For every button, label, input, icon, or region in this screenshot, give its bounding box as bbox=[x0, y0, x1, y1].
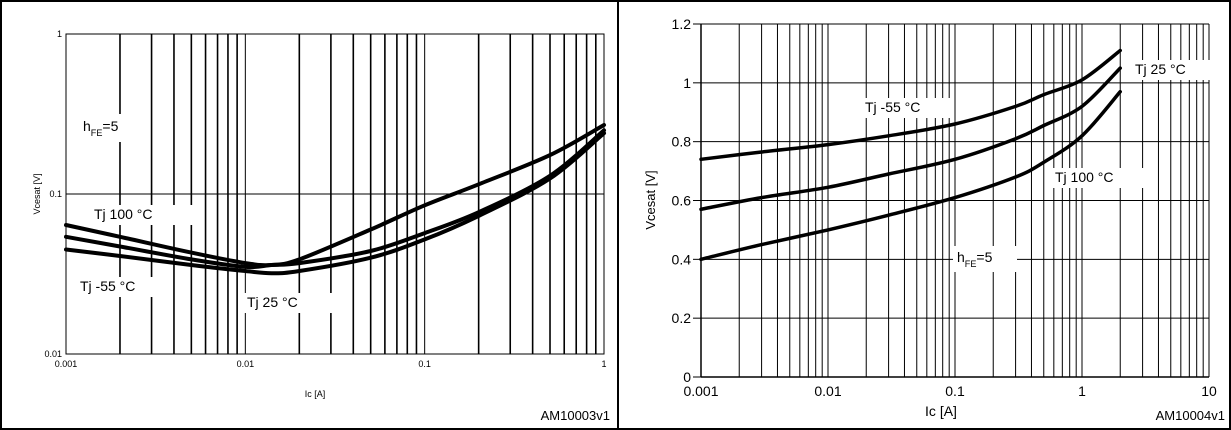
right-x-tick-label: 0.001 bbox=[683, 383, 718, 399]
right-hfe-backdrop bbox=[953, 246, 1017, 272]
chart-left-y-axis-label: Vcesat [V] bbox=[32, 173, 42, 214]
right-series-line-2 bbox=[699, 89, 1122, 262]
svg-text:hFE=5: hFE=5 bbox=[957, 249, 993, 269]
right-series-label-0: Tj -55 °C bbox=[865, 99, 920, 115]
chart-left-svg: 0.001 0.01 0.1 1 0.010.11 Ic [A] Vcesat [V]… bbox=[32, 29, 610, 423]
left-series-line-0 bbox=[64, 123, 606, 268]
left-hfe-backdrop bbox=[80, 114, 136, 142]
chart-right-series-group bbox=[699, 48, 1122, 262]
left-x-tick-label: 1 bbox=[601, 359, 606, 369]
left-y-tick-label: 1 bbox=[57, 29, 62, 39]
left-series-label-1: Tj -55 °C bbox=[80, 278, 135, 294]
right-series-line-1 bbox=[699, 66, 1122, 212]
right-y-tick-label: 0.4 bbox=[672, 251, 692, 267]
chart-panel-right: 0.001 0.01 0.1 1 10 0 0.2 0.4 0.6 0.8 1 1.2 Ic [A]… bbox=[617, 0, 1231, 430]
chart-panel-left: 0.001 0.01 0.1 1 0.01 0.1 1 Ic [A] Vcesat [V]… bbox=[0, 0, 619, 430]
chart-right-y-tick-labels: 0 0.2 0.4 0.6 0.8 1 1.2 bbox=[672, 16, 692, 385]
chart-left-annotations: Tj 100 °C Tj -55 °C Tj 25 °C hFE=5 bbox=[76, 114, 335, 313]
chart-left-series-group bbox=[64, 123, 606, 276]
chart-right-figure-id: AM10004v1 bbox=[1156, 408, 1225, 423]
left-series-line-2 bbox=[64, 131, 606, 276]
chart-left-figure-id: AM10003v1 bbox=[541, 408, 610, 423]
chart-right-grid bbox=[700, 23, 1210, 377]
right-y-tick-label: 1 bbox=[683, 75, 691, 91]
right-x-tick-label: 10 bbox=[1201, 383, 1217, 399]
right-y-tick-label: 0.2 bbox=[672, 310, 692, 326]
right-x-tick-label: 0.01 bbox=[814, 383, 841, 399]
right-x-tick-label: 1 bbox=[1078, 383, 1086, 399]
right-label-backdrop bbox=[1051, 168, 1151, 188]
right-series-line-0 bbox=[699, 48, 1122, 162]
chart-left-plot-frame bbox=[65, 33, 605, 355]
left-label-backdrop bbox=[76, 277, 156, 297]
chart-right-y-axis-label: Vcesat [V] bbox=[643, 170, 658, 229]
left-x-tick-label: 0.1 bbox=[418, 359, 431, 369]
left-series-line-1 bbox=[64, 128, 606, 270]
left-label-backdrop bbox=[243, 293, 335, 313]
left-y-tick-label: 0.1 bbox=[49, 189, 62, 199]
right-y-tick-label: 1.2 bbox=[672, 16, 692, 32]
right-label-backdrop bbox=[1131, 60, 1221, 80]
right-x-tick-label: 0.1 bbox=[945, 383, 965, 399]
left-x-tick-label: 0.001 bbox=[55, 359, 78, 369]
chart-right-annotations: Tj -55 °C Tj 25 °C Tj 100 °C hFE=5 bbox=[861, 60, 1221, 272]
left-series-label-0: Tj 100 °C bbox=[94, 206, 153, 222]
chart-left-x-tick-labels: 0.001 0.01 0.1 1 bbox=[55, 359, 607, 369]
right-y-tick-label: 0.6 bbox=[672, 193, 692, 209]
chart-left-x-axis-label: Ic [A] bbox=[305, 389, 326, 399]
chart-right-svg: 0.001 0.01 0.1 1 10 0 0.2 0.4 0.6 0.8 1 1.2 Ic [A]… bbox=[643, 16, 1225, 423]
chart-left-y-tick-labels: 0.01 0.1 1 bbox=[44, 29, 62, 359]
right-series-label-2: Tj 100 °C bbox=[1055, 169, 1114, 185]
right-y-tick-label: 0.8 bbox=[672, 134, 692, 150]
chart-left-grid bbox=[65, 34, 604, 354]
chart-right-x-tick-labels: 0.001 0.01 0.1 1 10 bbox=[683, 383, 1217, 399]
right-hfe-condition-label: hFE=5 bbox=[957, 249, 993, 269]
right-series-label-1: Tj 25 °C bbox=[1135, 61, 1186, 77]
svg-text:hFE=5: hFE=5 bbox=[83, 118, 119, 138]
left-y-tick-label: 0.01 bbox=[44, 349, 62, 359]
chart-right-x-axis-label: Ic [A] bbox=[925, 403, 957, 419]
chart-right-axes bbox=[693, 23, 1209, 378]
left-label-backdrop bbox=[90, 205, 200, 225]
right-label-backdrop bbox=[861, 98, 951, 118]
right-y-tick-label: 0 bbox=[683, 369, 691, 385]
left-hfe-condition-label: hFE=5 bbox=[83, 118, 119, 138]
left-x-tick-label: 0.01 bbox=[237, 359, 255, 369]
left-series-label-2: Tj 25 °C bbox=[247, 294, 298, 310]
